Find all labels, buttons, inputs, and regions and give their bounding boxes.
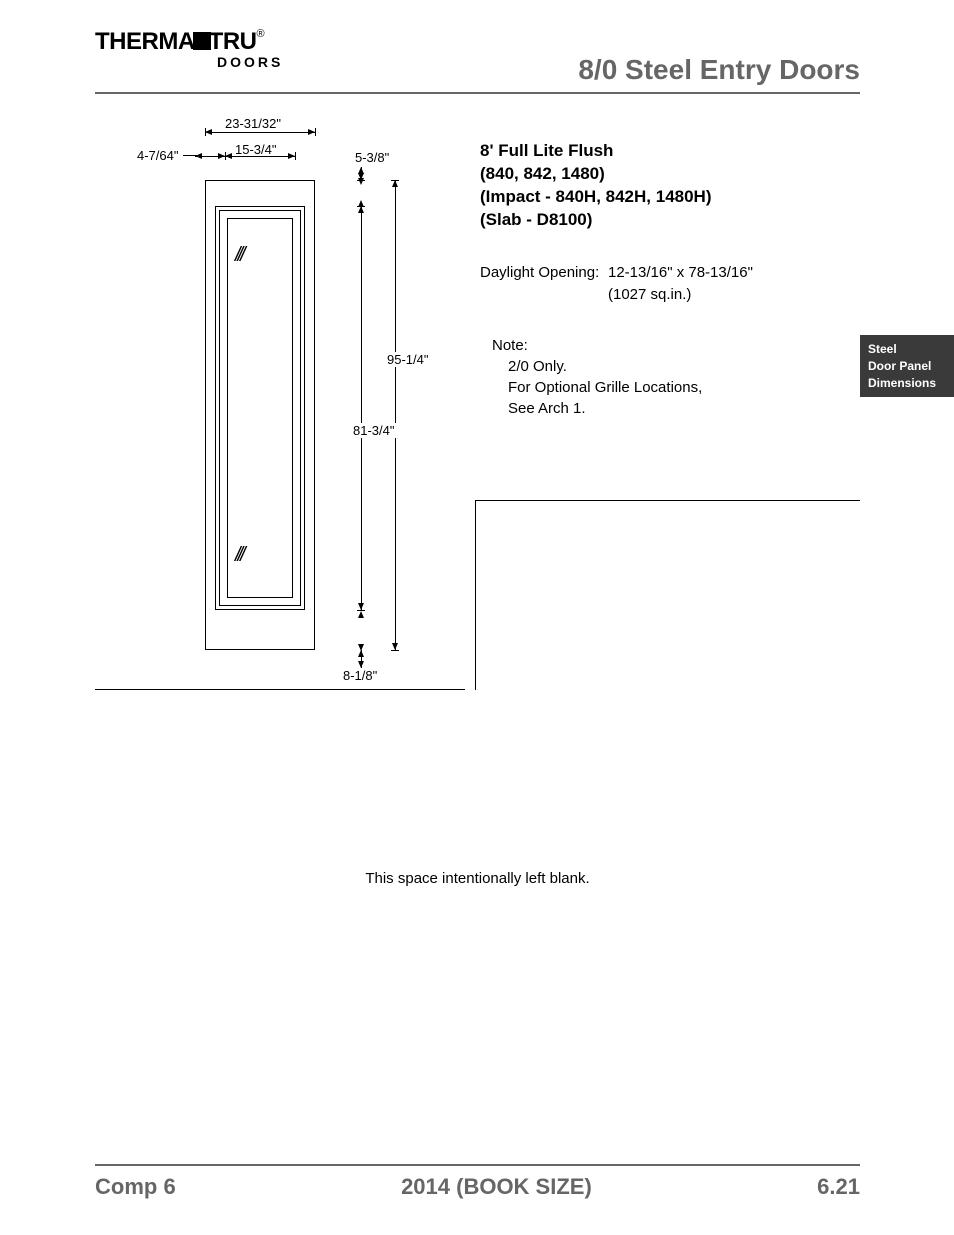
lower-corner-rule [475,500,860,690]
brand-subtext: DOORS [217,54,283,70]
daylight-label: Daylight Opening: [480,262,608,284]
tab-line: Door Panel [868,358,946,375]
spec-title: 8' Full Lite Flush (840, 842, 1480) (Imp… [480,140,840,232]
note-line: See Arch 1. [508,398,840,419]
dim-leader [183,155,197,156]
dim-bottom-margin: 8-1/8" [343,668,377,683]
dim-arrowhead [358,611,364,618]
door-drawing: /// /// [205,180,315,650]
section-tab: Steel Door Panel Dimensions [860,335,954,397]
spec-daylight: Daylight Opening:12-13/16" x 78-13/16" (… [480,262,840,306]
spec-title-line: (Slab - D8100) [480,209,840,232]
blank-space-text: This space intentionally left blank. [95,870,860,887]
door-glass-rect [227,218,293,598]
dim-arrow [205,132,315,133]
dim-arrowhead [358,644,364,651]
registered-mark: ® [256,28,264,40]
dim-left-offset: 4-7/64" [137,148,178,163]
spec-title-line: (Impact - 840H, 842H, 1480H) [480,186,840,209]
dim-tick [295,152,296,160]
tab-line: Steel [868,341,946,358]
note-label: Note: [492,335,840,356]
dim-arrow [361,650,362,668]
note-line: 2/0 Only. [508,356,840,377]
dim-lite-height: 81-3/4" [351,423,396,438]
brand-text-1: THERMA [95,28,195,55]
dim-lite-width: 15-3/4" [235,142,276,157]
footer-left: Comp 6 [95,1174,176,1200]
footer-right: 6.21 [817,1174,860,1200]
page-title: 8/0 Steel Entry Doors [578,54,860,86]
glass-hatch-icon: /// [235,250,255,270]
dim-tick [391,650,399,651]
glass-hatch-icon: /// [235,550,255,570]
tab-line: Dimensions [868,375,946,392]
dim-arrow [361,206,362,610]
dim-overall-height: 95-1/4" [385,352,430,367]
spec-note: Note: 2/0 Only. For Optional Grille Loca… [480,335,840,419]
dim-tick [391,180,399,181]
brand-text-2: TRU [209,28,257,55]
page-footer: Comp 6 2014 (BOOK SIZE) 6.21 [95,1164,860,1200]
note-line: For Optional Grille Locations, [508,377,840,398]
daylight-value: 12-13/16" x 78-13/16" [608,264,753,281]
dim-tick [315,128,316,136]
dim-arrow [195,156,225,157]
dim-arrow [395,180,396,650]
brand-logo: THERMA TRU® [95,28,264,56]
spec-title-line: (840, 842, 1480) [480,163,840,186]
daylight-area: (1027 sq.in.) [608,286,691,303]
spec-block: 8' Full Lite Flush (840, 842, 1480) (Imp… [480,140,840,419]
door-diagram: 23-31/32" 15-3/4" 4-7/64" 5-3/8" 95-1/4"… [95,120,465,690]
page-header: THERMA TRU® DOORS 8/0 Steel Entry Doors [95,20,860,94]
dim-arrowhead [358,178,364,185]
footer-center: 2014 (BOOK SIZE) [401,1174,592,1200]
dim-top-margin: 5-3/8" [355,150,389,165]
dim-overall-width: 23-31/32" [225,116,281,131]
spec-title-line: 8' Full Lite Flush [480,140,840,163]
page: THERMA TRU® DOORS 8/0 Steel Entry Doors 2… [95,20,860,1200]
